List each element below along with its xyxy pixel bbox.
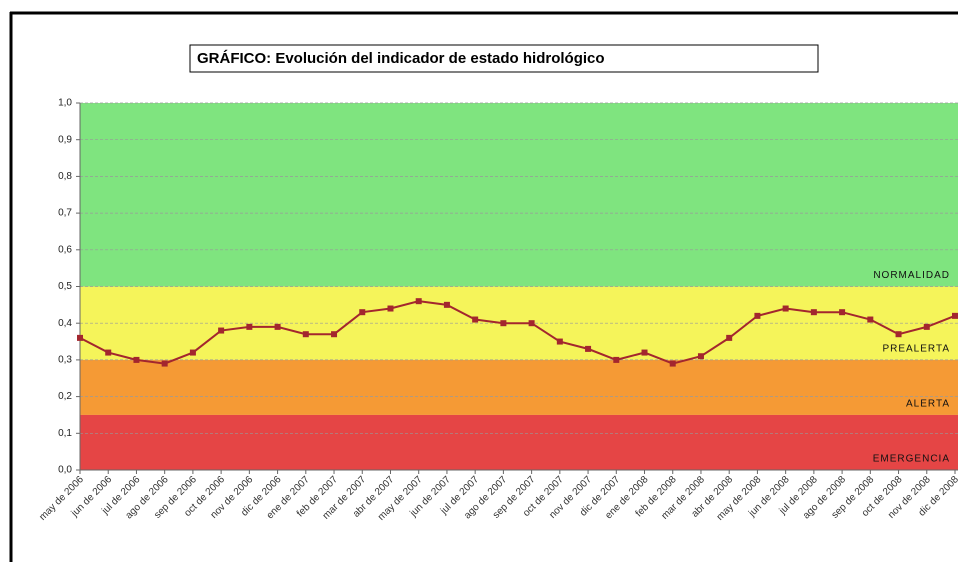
point [77, 334, 83, 341]
point [105, 349, 112, 356]
band-label: NORMALIDAD [873, 270, 950, 281]
y-tick-label: 0,0 [58, 465, 72, 476]
point [528, 320, 535, 327]
point [726, 334, 733, 341]
point [331, 331, 338, 338]
point [443, 301, 450, 308]
y-tick-label: 0,3 [58, 355, 72, 366]
point [669, 360, 676, 367]
point [613, 356, 620, 363]
y-tick-label: 0,9 [58, 134, 72, 145]
point [415, 298, 422, 305]
y-tick-label: 0,7 [58, 208, 72, 219]
point [387, 305, 394, 312]
point [302, 331, 309, 338]
point [867, 316, 874, 323]
point [246, 323, 253, 330]
point [895, 331, 902, 338]
point [952, 312, 958, 319]
line [79, 300, 956, 365]
point [754, 312, 761, 319]
point [359, 309, 366, 316]
point [641, 349, 648, 356]
point [500, 320, 507, 327]
point [839, 309, 846, 316]
point [133, 356, 140, 363]
y-tick-label: 0,2 [58, 391, 72, 402]
band-label: PREALERTA [882, 344, 950, 355]
band-label: EMERGENCIA [873, 454, 950, 465]
point [218, 327, 225, 334]
chart-title: GRÁFICO: Evolución del indicador de esta… [197, 50, 605, 67]
point [923, 323, 930, 330]
y-tick-label: 0,6 [58, 244, 72, 255]
point [472, 316, 479, 323]
point [697, 353, 704, 360]
point [585, 345, 592, 352]
y-tick-label: 0,4 [58, 318, 72, 329]
y-tick-label: 0,1 [58, 428, 72, 439]
title-box [189, 44, 819, 73]
y-tick-label: 0,5 [58, 281, 72, 292]
band [80, 103, 958, 287]
y-tick-label: 1,0 [58, 98, 72, 109]
point [810, 309, 817, 316]
point [161, 360, 168, 367]
point [556, 338, 563, 345]
band-label: ALERTA [906, 399, 950, 410]
y-tick-label: 0,8 [58, 171, 72, 182]
band [80, 359, 958, 415]
point [782, 305, 789, 312]
point [274, 323, 281, 330]
point [189, 349, 196, 356]
band [80, 414, 958, 470]
